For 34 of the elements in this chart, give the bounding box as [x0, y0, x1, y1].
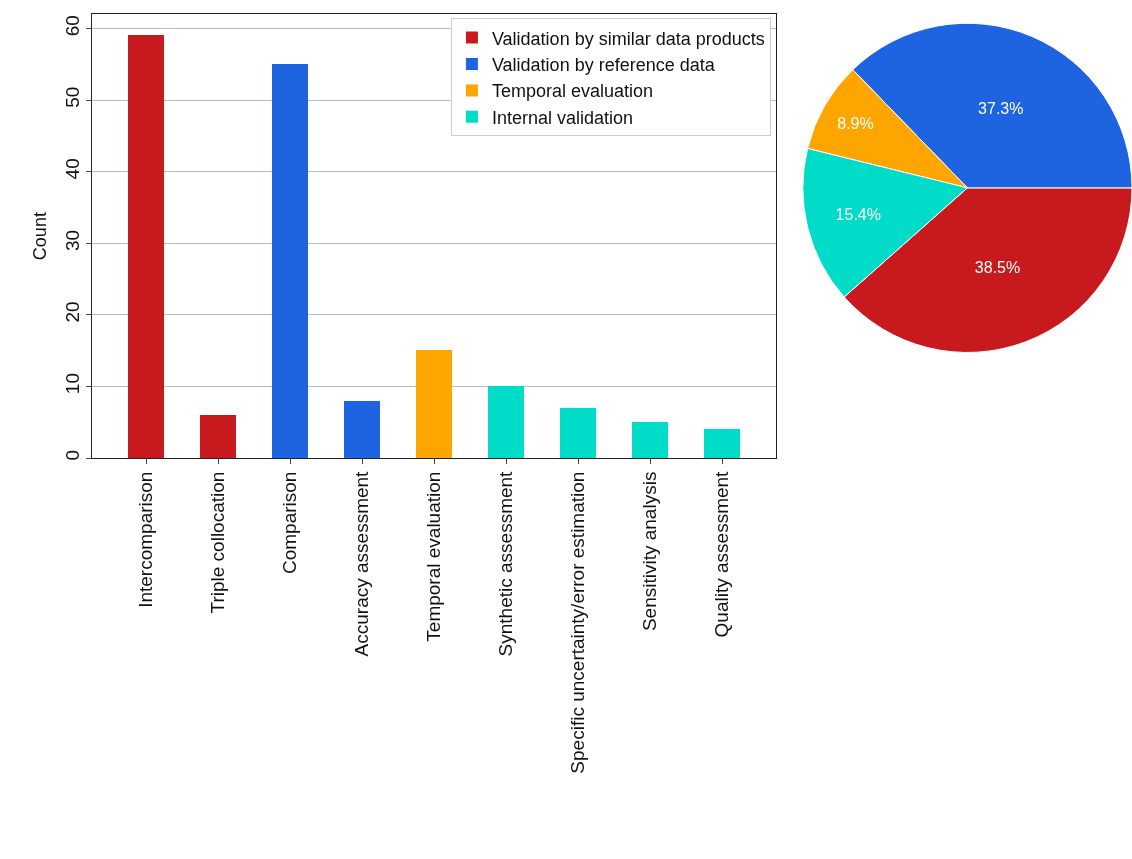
- data-label: 15.4%: [835, 206, 881, 224]
- bar: [272, 64, 309, 459]
- bar: [632, 422, 669, 459]
- x-tick-label: Specific uncertainty/error estimation: [567, 471, 589, 774]
- legend-label: Validation by reference data: [491, 55, 716, 76]
- bar: [200, 415, 237, 459]
- bar: [128, 35, 165, 459]
- data-label: 8.9%: [837, 115, 874, 133]
- legend-label: Internal validation: [491, 107, 634, 128]
- data-label: 37.3%: [978, 100, 1024, 118]
- y-tick-label: 0: [61, 449, 83, 461]
- bar: [488, 386, 525, 459]
- y-tick-label: 20: [61, 301, 83, 323]
- x-tick-label: Accuracy assessment: [351, 470, 373, 657]
- y-tick-label: 60: [61, 15, 83, 37]
- data-label: 38.5%: [974, 258, 1021, 276]
- y-tick-label: 40: [61, 158, 83, 180]
- y-tick-label: 10: [61, 373, 83, 395]
- x-tick-label: Synthetic assessment: [495, 470, 517, 657]
- y-axis-title: Count: [29, 212, 50, 261]
- legend-label: Validation by similar data products: [491, 28, 765, 49]
- x-tick-label: Intercomparison: [135, 471, 157, 608]
- bar: [344, 401, 381, 459]
- legend-label: Temporal evaluation: [491, 81, 654, 102]
- bar: [560, 408, 597, 459]
- bar: [416, 350, 453, 459]
- x-tick-label: Temporal evaluation: [423, 471, 445, 642]
- bar: [704, 429, 741, 459]
- y-tick-label: 50: [61, 86, 83, 108]
- x-tick-label: Sensitivity analysis: [639, 471, 661, 632]
- x-tick-label: Triple collocation: [207, 471, 229, 614]
- x-tick-label: Quality assessment: [711, 470, 733, 638]
- x-tick-label: Comparison: [279, 471, 301, 575]
- y-tick-label: 30: [61, 229, 83, 251]
